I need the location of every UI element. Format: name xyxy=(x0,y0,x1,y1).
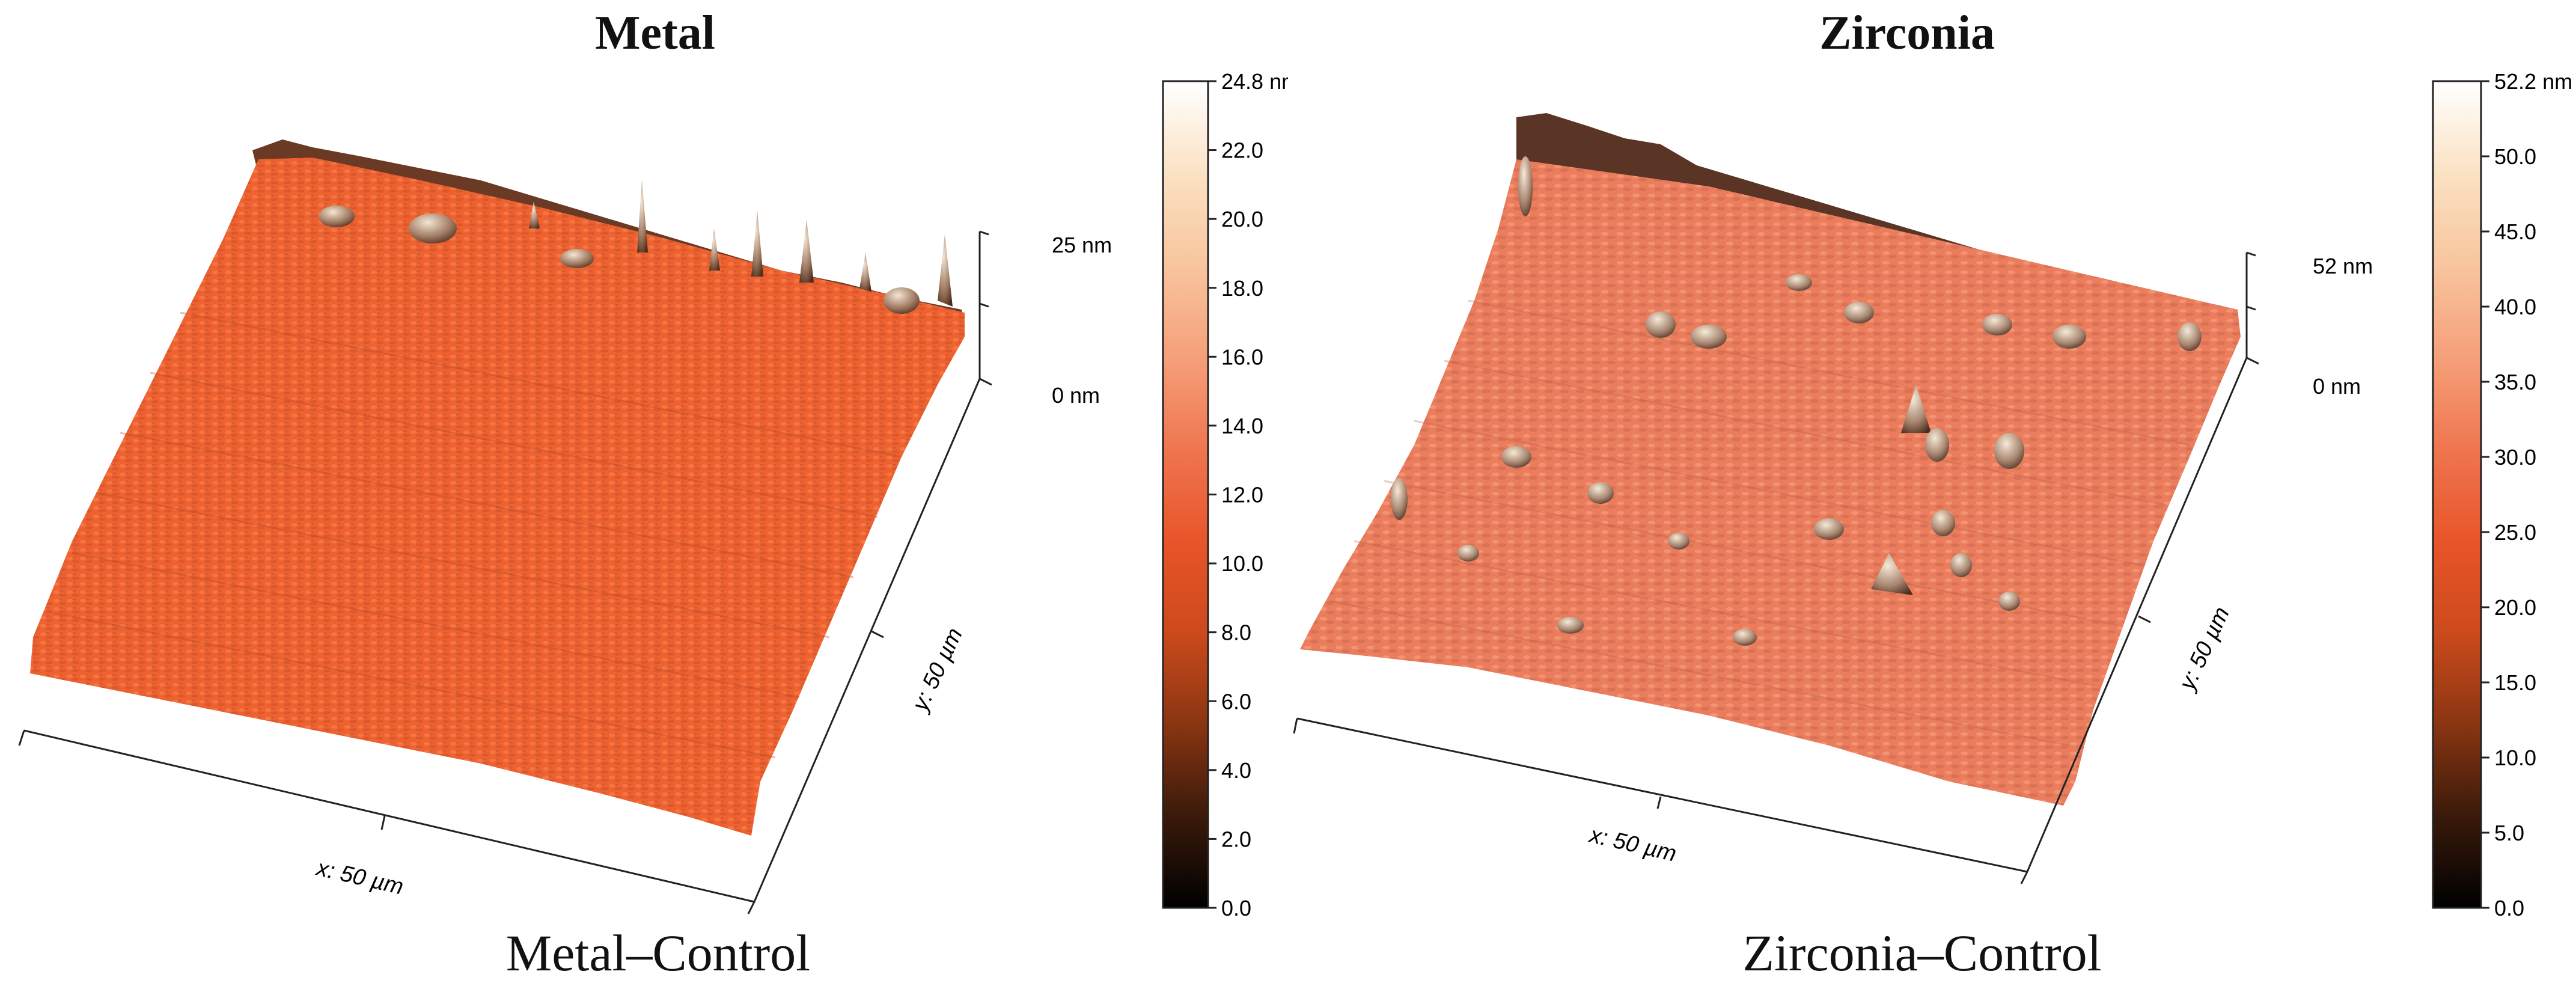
zirconia-colorbar xyxy=(2432,80,2482,909)
zirconia-colorbar-tick-label: 25.0 xyxy=(2494,520,2536,545)
zirconia-colorbar-tick-label: 15.0 xyxy=(2494,670,2536,695)
metal-x-axis-line xyxy=(23,729,755,903)
metal-colorbar-tick-label: 6.0 xyxy=(1221,689,1251,714)
zirconia-colorbar-tick-label: 30.0 xyxy=(2494,445,2536,470)
zirconia-colorbar-tick-label: 0.0 xyxy=(2494,896,2524,920)
zirconia-surface-streaks xyxy=(1329,299,2190,747)
zirconia-title: Zirconia xyxy=(1819,7,1995,60)
metal-colorbar-tick-label: 14.0 xyxy=(1221,414,1263,438)
metal-surface xyxy=(30,158,965,836)
zirconia-z-axis-top-label: 52 nm xyxy=(2313,254,2373,278)
zirconia-z-axis-bottom-label: 0 nm xyxy=(2313,374,2361,399)
metal-colorbar-tick-label: 24.8 nm xyxy=(1221,69,1288,94)
zirconia-panel: Zirconia xyxy=(1288,0,2576,992)
zirconia-colorbar-tick-label: 20.0 xyxy=(2494,595,2536,620)
metal-colorbar-ticks: 24.8 nm 22.0 20.0 18.0 16.0 14.0 12.0 10.0 8.0 6.… xyxy=(1208,69,1288,920)
zirconia-colorbar-tick-label: 50.0 xyxy=(2494,144,2536,169)
metal-surface-peaks xyxy=(319,180,953,314)
zirconia-3d-surface-plot: 52 nm 0 nm x: 50 µm y: 50 µm 52.2 nm 50.0… xyxy=(1293,69,2572,920)
zirconia-x-axis-line xyxy=(1296,717,2028,873)
zirconia-colorbar-tick-label: 40.0 xyxy=(2494,295,2536,319)
metal-colorbar-tick-label: 4.0 xyxy=(1221,758,1251,783)
metal-x-axis-label: x: 50 µm xyxy=(313,855,406,899)
metal-z-axis-top-label: 25 nm xyxy=(1052,233,1112,257)
metal-colorbar-tick-label: 18.0 xyxy=(1221,276,1263,301)
zirconia-colorbar-tick-label: 52.2 nm xyxy=(2494,69,2572,94)
metal-colorbar-tick-label: 10.0 xyxy=(1221,551,1263,576)
metal-title: Metal xyxy=(595,7,715,60)
metal-colorbar-tick-label: 16.0 xyxy=(1221,344,1263,369)
metal-3d-surface-plot: 25 nm 0 nm x: 50 µm y: 50 µm 24.8 nm 22.0… xyxy=(18,69,1288,920)
zirconia-surface-peaks xyxy=(1391,156,2202,646)
metal-y-axis-line xyxy=(753,378,981,902)
metal-surface-streaks xyxy=(53,311,902,759)
zirconia-y-axis-line xyxy=(2026,357,2248,872)
zirconia-x-axis-label: x: 50 µm xyxy=(1586,822,1679,866)
metal-colorbar-tick-label: 2.0 xyxy=(1221,827,1251,851)
zirconia-colorbar-tick-label: 5.0 xyxy=(2494,821,2524,845)
metal-colorbar-tick-label: 20.0 xyxy=(1221,207,1263,231)
metal-panel: Metal xyxy=(18,7,1288,982)
metal-z-axis-bottom-label: 0 nm xyxy=(1052,383,1100,408)
zirconia-y-axis-label: y: 50 µm xyxy=(2174,603,2235,695)
zirconia-colorbar-tick-label: 45.0 xyxy=(2494,219,2536,244)
metal-colorbar-tick-label: 8.0 xyxy=(1221,620,1251,645)
metal-colorbar xyxy=(1162,80,1209,909)
zirconia-colorbar-tick-label: 35.0 xyxy=(2494,370,2536,394)
zirconia-surface xyxy=(1300,159,2241,806)
metal-colorbar-tick-label: 12.0 xyxy=(1221,483,1263,507)
zirconia-caption: Zirconia–Control xyxy=(1742,924,2102,982)
metal-y-axis-label: y: 50 µm xyxy=(907,624,968,716)
zirconia-axes xyxy=(1293,251,2259,884)
zirconia-colorbar-ticks: 52.2 nm 50.0 45.0 40.0 35.0 30.0 25.0 20.0 15.0 1… xyxy=(2481,69,2572,920)
metal-colorbar-tick-label: 22.0 xyxy=(1221,138,1263,163)
metal-axes xyxy=(18,230,992,914)
metal-caption: Metal–Control xyxy=(505,924,811,982)
zirconia-colorbar-tick-label: 10.0 xyxy=(2494,746,2536,770)
metal-colorbar-tick-label: 0.0 xyxy=(1221,896,1251,920)
